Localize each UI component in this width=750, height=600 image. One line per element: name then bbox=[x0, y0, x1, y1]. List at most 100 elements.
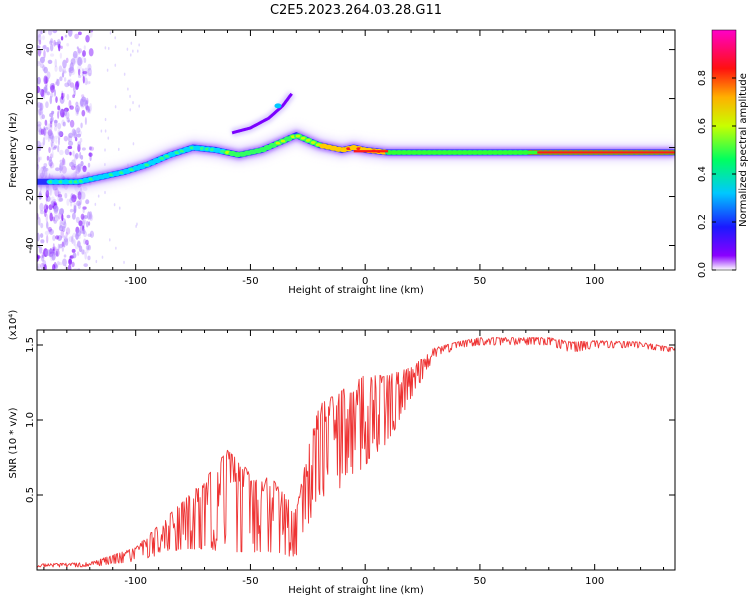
noise-speckle bbox=[55, 250, 59, 257]
noise-speckle bbox=[61, 69, 65, 74]
noise-speckle bbox=[57, 122, 62, 130]
noise-speckle bbox=[37, 156, 41, 163]
noise-speckle bbox=[64, 148, 70, 156]
noise-speckle bbox=[77, 74, 82, 79]
noise-speckle bbox=[73, 163, 77, 168]
noise-speckle bbox=[43, 44, 47, 49]
noise-speckle bbox=[48, 134, 52, 139]
noise-speckle bbox=[59, 165, 62, 173]
noise-speckle bbox=[75, 165, 81, 174]
noise-speckle bbox=[51, 254, 54, 258]
noise-speckle bbox=[59, 159, 64, 164]
noise-speckle bbox=[50, 92, 54, 98]
noise-speckle bbox=[63, 238, 66, 248]
noise-speckle bbox=[59, 208, 65, 215]
noise-speckle bbox=[62, 70, 67, 74]
noise-speckle bbox=[51, 248, 56, 254]
noise-speckle bbox=[45, 167, 49, 172]
snr-x-tick-label: 50 bbox=[474, 576, 487, 587]
noise-speckle bbox=[54, 125, 58, 132]
snr-x-tick-label: -50 bbox=[242, 576, 258, 587]
noise-speckle bbox=[54, 65, 58, 72]
noise-speckle bbox=[50, 84, 55, 93]
noise-speckle bbox=[39, 102, 44, 111]
noise-speckle bbox=[84, 77, 88, 86]
noise-speckle bbox=[50, 255, 54, 262]
noise-speckle bbox=[65, 111, 70, 120]
noise-speckle bbox=[57, 105, 61, 111]
noise-speckle bbox=[108, 238, 111, 242]
noise-speckle bbox=[57, 110, 60, 119]
noise-speckle bbox=[78, 220, 83, 227]
noise-speckle bbox=[104, 190, 106, 195]
noise-speckle bbox=[71, 212, 76, 220]
ridge-blob-core bbox=[144, 163, 150, 167]
noise-speckle bbox=[127, 87, 129, 91]
noise-speckle bbox=[67, 145, 73, 150]
noise-speckle bbox=[62, 258, 67, 267]
noise-speckle bbox=[46, 47, 50, 53]
noise-speckle bbox=[37, 232, 40, 242]
noise-speckle bbox=[85, 35, 90, 41]
noise-speckle bbox=[51, 150, 54, 159]
noise-speckle bbox=[69, 151, 72, 156]
noise-speckle bbox=[55, 235, 60, 240]
noise-speckle bbox=[46, 155, 50, 161]
noise-speckle bbox=[84, 117, 87, 126]
ridge-blob-core bbox=[164, 154, 170, 158]
noise-speckle bbox=[58, 261, 63, 266]
noise-speckle bbox=[72, 94, 75, 99]
noise-speckle bbox=[52, 247, 57, 256]
noise-speckle bbox=[87, 255, 91, 261]
noise-speckle bbox=[74, 131, 78, 140]
spectrogram-x-tick-label: 50 bbox=[474, 276, 487, 287]
noise-speckle bbox=[68, 99, 72, 108]
noise-speckle bbox=[52, 216, 56, 222]
noise-speckle bbox=[70, 202, 73, 207]
noise-speckle bbox=[45, 213, 48, 223]
noise-speckle bbox=[81, 249, 85, 255]
noise-speckle bbox=[80, 191, 86, 200]
noise-speckle bbox=[107, 46, 110, 51]
noise-speckle bbox=[43, 49, 46, 59]
noise-speckle bbox=[47, 226, 52, 232]
noise-speckle bbox=[72, 85, 77, 93]
noise-speckle bbox=[104, 117, 107, 122]
noise-speckle bbox=[45, 78, 49, 84]
noise-speckle bbox=[76, 229, 82, 237]
noise-speckle bbox=[77, 31, 82, 36]
noise-speckle bbox=[46, 71, 51, 79]
noise-speckle bbox=[88, 72, 92, 77]
noise-speckle bbox=[60, 108, 65, 118]
noise-speckle bbox=[74, 136, 78, 142]
noise-speckle bbox=[95, 259, 98, 264]
noise-speckle bbox=[37, 45, 41, 49]
noise-speckle bbox=[58, 43, 61, 52]
noise-speckle bbox=[129, 53, 132, 57]
noise-speckle bbox=[88, 48, 94, 57]
noise-speckle bbox=[69, 197, 74, 204]
noise-speckle bbox=[87, 107, 90, 112]
ridge-blob-core bbox=[310, 141, 316, 144]
noise-speckle bbox=[86, 81, 91, 85]
noise-speckle bbox=[49, 120, 53, 128]
noise-speckle bbox=[138, 104, 141, 108]
noise-speckle bbox=[80, 213, 85, 220]
noise-speckle bbox=[42, 166, 47, 171]
noise-speckle bbox=[77, 141, 82, 147]
noise-speckle bbox=[64, 192, 68, 199]
noise-speckle bbox=[87, 30, 93, 38]
noise-speckle bbox=[114, 63, 117, 67]
noise-speckle bbox=[77, 144, 81, 153]
noise-speckle bbox=[123, 72, 126, 76]
noise-speckle bbox=[37, 153, 40, 162]
noise-speckle bbox=[71, 194, 77, 203]
colorbar-tick-label: 0.6 bbox=[697, 118, 708, 134]
noise-speckle bbox=[41, 114, 46, 120]
noise-speckle bbox=[59, 149, 64, 156]
noise-speckle bbox=[45, 190, 50, 198]
ridge-blob-core bbox=[275, 141, 281, 145]
noise-speckle bbox=[57, 145, 60, 153]
noise-speckle bbox=[46, 204, 49, 210]
snr-y-multiplier: (x10⁴) bbox=[8, 310, 19, 341]
